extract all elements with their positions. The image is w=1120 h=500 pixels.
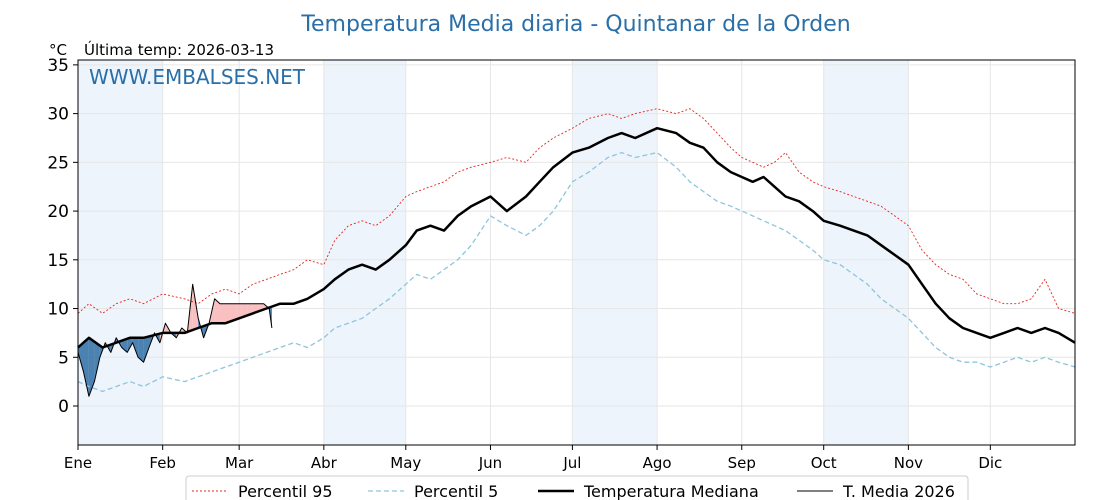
y-tick-label-20: 20: [47, 202, 69, 222]
month-band-3: [823, 60, 909, 445]
series-line-p5: [77, 151, 1076, 393]
y-tick-label-25: 25: [47, 153, 69, 173]
x-tick-label-feb: Feb: [149, 454, 176, 472]
fill-below-0: [78, 342, 84, 372]
legend: Percentil 95 Percentil 5 Temperatura Media…: [185, 475, 969, 500]
chart-title: Temperatura Media diaria - Quintanar de …: [300, 12, 850, 37]
x-tick-label-jun: Jun: [478, 454, 502, 472]
x-tick-label-may: May: [390, 454, 421, 472]
last-temp-label: Última temp: 2026-03-13: [84, 40, 274, 59]
y-tick-label-15: 15: [47, 251, 69, 271]
legend-label-p5: Percentil 5: [414, 482, 498, 500]
fill-above-28: [231, 303, 237, 322]
x-tick-label-abr: Abr: [311, 454, 338, 472]
series-line-median: [77, 126, 1076, 349]
fill-below-11: [138, 337, 144, 363]
fill-below-3: [94, 341, 100, 382]
fill-above-30: [241, 303, 248, 318]
fill-above-26: [220, 303, 226, 324]
fill-below-8: [121, 338, 128, 353]
x-tick-label-sep: Sep: [728, 454, 756, 472]
x-tick-label-mar: Mar: [225, 454, 254, 472]
y-tick-label-0: 0: [58, 397, 69, 417]
series-line-p95: [77, 108, 1076, 314]
y-tick-label-35: 35: [47, 56, 69, 76]
month-bands: [78, 60, 909, 445]
series-line-current: [77, 283, 273, 397]
x-tick-label-nov: Nov: [894, 454, 923, 472]
x-tick-label-ago: Ago: [643, 454, 672, 472]
watermark: WWW.EMBALSES.NET: [89, 65, 306, 89]
unit-label: °C: [49, 41, 67, 59]
legend-label-p95: Percentil 95: [238, 482, 333, 500]
legend-label-current: T. Media 2026: [842, 482, 955, 500]
y-axis: 0 5 10 15 20 25 30 35: [47, 56, 78, 417]
x-tick-label-ene: Ene: [64, 454, 92, 472]
legend-box: [185, 475, 969, 500]
x-tick-label-jul: Jul: [562, 454, 581, 472]
fill-below-2: [88, 337, 95, 397]
month-band-2: [572, 60, 658, 445]
fill-above-27: [225, 303, 231, 324]
series-lines: [77, 108, 1076, 397]
legend-label-median: Temperatura Mediana: [583, 482, 759, 500]
fill-below-9: [127, 337, 133, 353]
fill-below-1: [83, 337, 89, 397]
y-tick-label-30: 30: [47, 105, 69, 125]
x-tick-label-dic: Dic: [978, 454, 1002, 472]
fill-below-12: [143, 336, 149, 363]
y-tick-label-5: 5: [58, 348, 69, 368]
x-tick-label-oct: Oct: [811, 454, 837, 472]
fill-above-31: [247, 303, 253, 316]
x-axis: Ene Feb Mar Abr May Jun Jul Ago Sep Oct Nov Dic: [64, 445, 1002, 472]
plot-frame: [77, 59, 1076, 446]
fill-above-29: [236, 303, 242, 320]
month-band-1: [323, 60, 406, 445]
y-tick-label-10: 10: [47, 300, 69, 320]
fill-above-25: [214, 298, 220, 324]
